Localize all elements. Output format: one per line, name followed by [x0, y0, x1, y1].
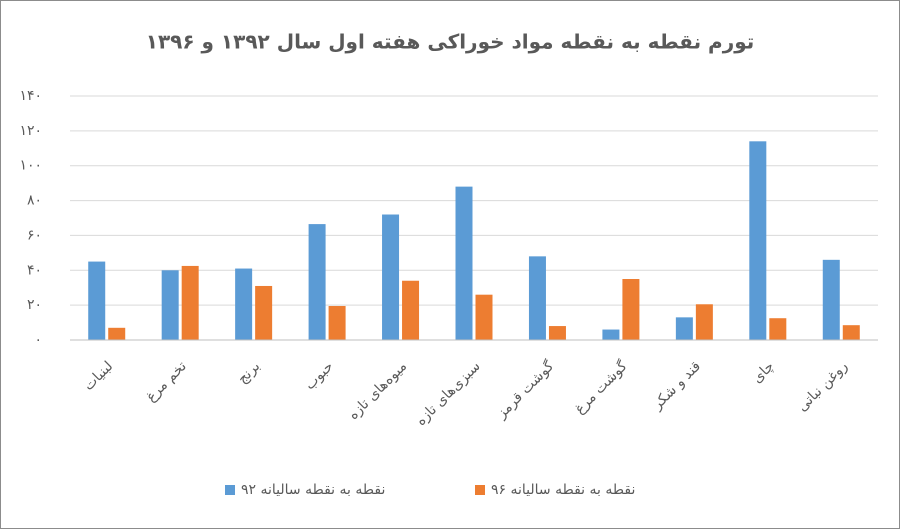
bar [402, 280, 420, 340]
bar [622, 279, 640, 340]
bar [528, 256, 546, 340]
bar [88, 261, 106, 340]
legend-swatch [225, 485, 235, 495]
bar [548, 326, 566, 340]
y-tick-label: ۸۰ [27, 193, 42, 209]
y-tick-label: ۰ [34, 332, 42, 348]
bar [382, 214, 400, 340]
bar [308, 224, 326, 340]
y-tick-label: ۶۰ [27, 227, 42, 243]
y-tick-label: ۱۴۰ [19, 88, 42, 104]
y-tick-label: ۱۲۰ [19, 123, 42, 139]
y-tick-label: ۲۰ [27, 297, 42, 313]
bar [455, 186, 473, 340]
y-tick-label: ۴۰ [27, 262, 42, 278]
bar [842, 325, 860, 340]
bar [675, 317, 693, 340]
bar [255, 285, 273, 340]
bar [475, 294, 493, 340]
bar [181, 265, 199, 340]
legend-swatch [475, 485, 485, 495]
chart-title: تورم نقطه به نقطه مواد خوراکی هفته اول س… [146, 30, 755, 54]
bar [749, 141, 767, 340]
legend-label: نقطه به نقطه سالیانه ۹۲ [241, 482, 385, 498]
bar [161, 270, 179, 340]
bar [822, 259, 840, 340]
bar [235, 268, 253, 340]
bar [769, 318, 787, 340]
bar [695, 304, 713, 340]
bar [602, 329, 620, 340]
bar [108, 327, 126, 340]
y-tick-label: ۱۰۰ [19, 158, 42, 174]
bar [328, 306, 346, 340]
legend-label: نقطه به نقطه سالیانه ۹۶ [491, 482, 635, 498]
